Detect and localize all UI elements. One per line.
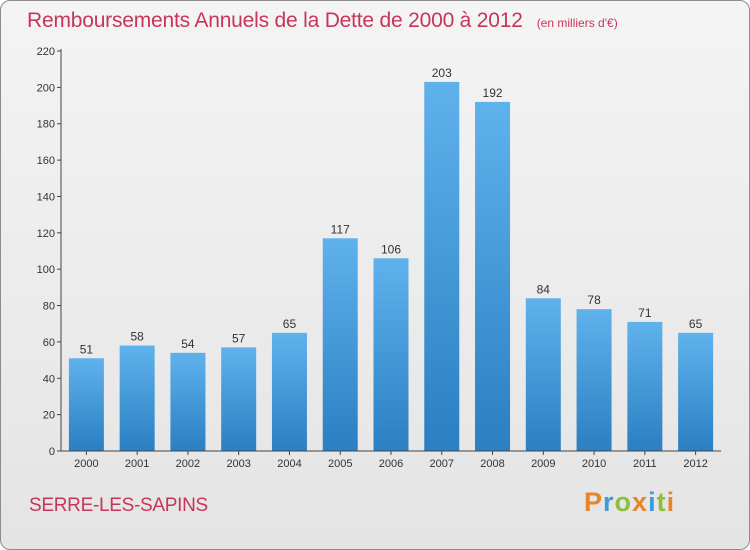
- x-tick-label: 2004: [277, 458, 301, 470]
- bar: [271, 332, 307, 451]
- x-tick-label: 2006: [379, 458, 403, 470]
- data-label: 51: [80, 342, 94, 356]
- logo-letter: i: [648, 487, 657, 517]
- data-label: 203: [432, 66, 452, 80]
- y-tick-label: 60: [43, 337, 55, 349]
- y-tick-label: 80: [43, 301, 55, 313]
- data-label: 57: [232, 331, 246, 345]
- x-tick-label: 2000: [74, 458, 98, 470]
- y-tick-label: 20: [43, 410, 55, 422]
- x-tick-label: 2012: [683, 458, 707, 470]
- x-tick-label: 2011: [633, 458, 657, 470]
- bar: [373, 258, 409, 451]
- data-label: 54: [181, 337, 195, 351]
- x-tick-label: 2007: [430, 458, 454, 470]
- data-label: 58: [130, 330, 144, 344]
- data-label: 65: [283, 317, 297, 331]
- bar: [576, 309, 612, 451]
- y-tick-label: 40: [43, 373, 55, 385]
- data-label: 192: [483, 86, 503, 100]
- bar: [68, 358, 104, 451]
- x-tick-label: 2001: [125, 458, 149, 470]
- bar: [221, 347, 257, 451]
- data-label: 78: [587, 293, 601, 307]
- x-tick-label: 2003: [226, 458, 250, 470]
- y-tick-label: 220: [37, 46, 55, 58]
- y-tick-label: 200: [37, 82, 55, 94]
- logo-letter: P: [584, 487, 604, 517]
- y-tick-label: 120: [37, 228, 55, 240]
- bar: [424, 81, 460, 451]
- data-label: 84: [537, 282, 551, 296]
- bar: [525, 298, 561, 451]
- logo-letter: x: [632, 487, 649, 517]
- x-tick-label: 2010: [582, 458, 606, 470]
- y-tick-label: 160: [37, 155, 55, 167]
- proxiti-logo: Proxiti: [584, 487, 675, 518]
- x-tick-label: 2008: [480, 458, 504, 470]
- bar: [170, 352, 206, 451]
- bar: [322, 238, 358, 451]
- logo-letter: i: [666, 487, 676, 517]
- logo-letter: r: [603, 487, 615, 517]
- data-label: 106: [381, 242, 401, 256]
- bars-group: 51 58 54 57 65 117 106 203 192 84 78 71 65: [68, 66, 714, 451]
- chart-title: Remboursements Annuels de la Dette de 20…: [27, 9, 523, 32]
- y-tick-label: 180: [37, 119, 55, 131]
- x-tick-label: 2005: [328, 458, 352, 470]
- data-label: 65: [689, 317, 703, 331]
- title-row: Remboursements Annuels de la Dette de 20…: [27, 9, 618, 33]
- y-tick-label: 0: [49, 446, 55, 458]
- x-tick-label: 2009: [531, 458, 555, 470]
- chart-subtitle: (en milliers d'€): [536, 16, 618, 30]
- y-tick-label: 100: [37, 264, 55, 276]
- logo-letter: t: [656, 487, 667, 517]
- y-tick-label: 140: [37, 191, 55, 203]
- bar: [475, 101, 511, 451]
- commune-name: SERRE-LES-SAPINS: [29, 495, 208, 516]
- axes-group: 0 20 40 60 80 100 120 140 160 180 200 220 2000 2001 20…: [37, 46, 721, 470]
- bar: [678, 332, 714, 451]
- bar: [627, 321, 663, 451]
- data-label: 71: [638, 306, 652, 320]
- bar: [119, 345, 155, 451]
- x-tick-label: 2002: [176, 458, 200, 470]
- data-label: 117: [331, 222, 350, 236]
- logo-letter: o: [614, 487, 633, 517]
